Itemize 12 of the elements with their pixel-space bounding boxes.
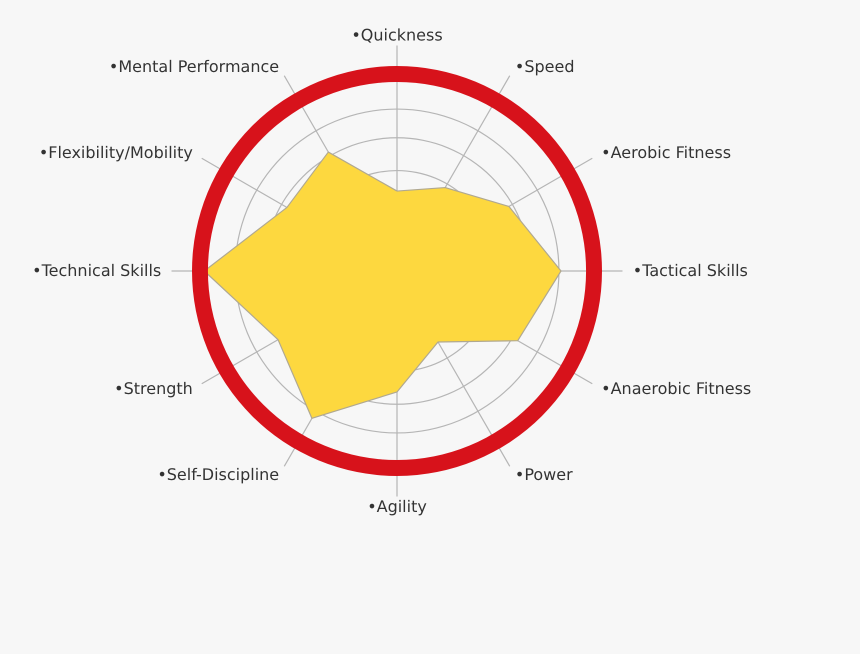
spoke-label: •Speed	[514, 56, 574, 76]
spoke-label: •Power	[514, 465, 574, 484]
spoke-label: •Agility	[367, 496, 427, 516]
spoke-label: •Mental Performance	[108, 56, 280, 76]
spoke-label: •Strength	[114, 378, 193, 398]
spoke-label: •Tactical Skills	[632, 261, 748, 280]
spoke-label: •Quickness	[351, 25, 443, 44]
spoke-label: •Anaerobic Fitness	[601, 378, 752, 398]
spoke-label: •Aerobic Fitness	[601, 143, 732, 162]
spoke-label: •Flexibility/Mobility	[38, 143, 193, 162]
spoke-label: •Self-Discipline	[157, 465, 280, 484]
spoke-label: •Technical Skills	[32, 261, 162, 280]
